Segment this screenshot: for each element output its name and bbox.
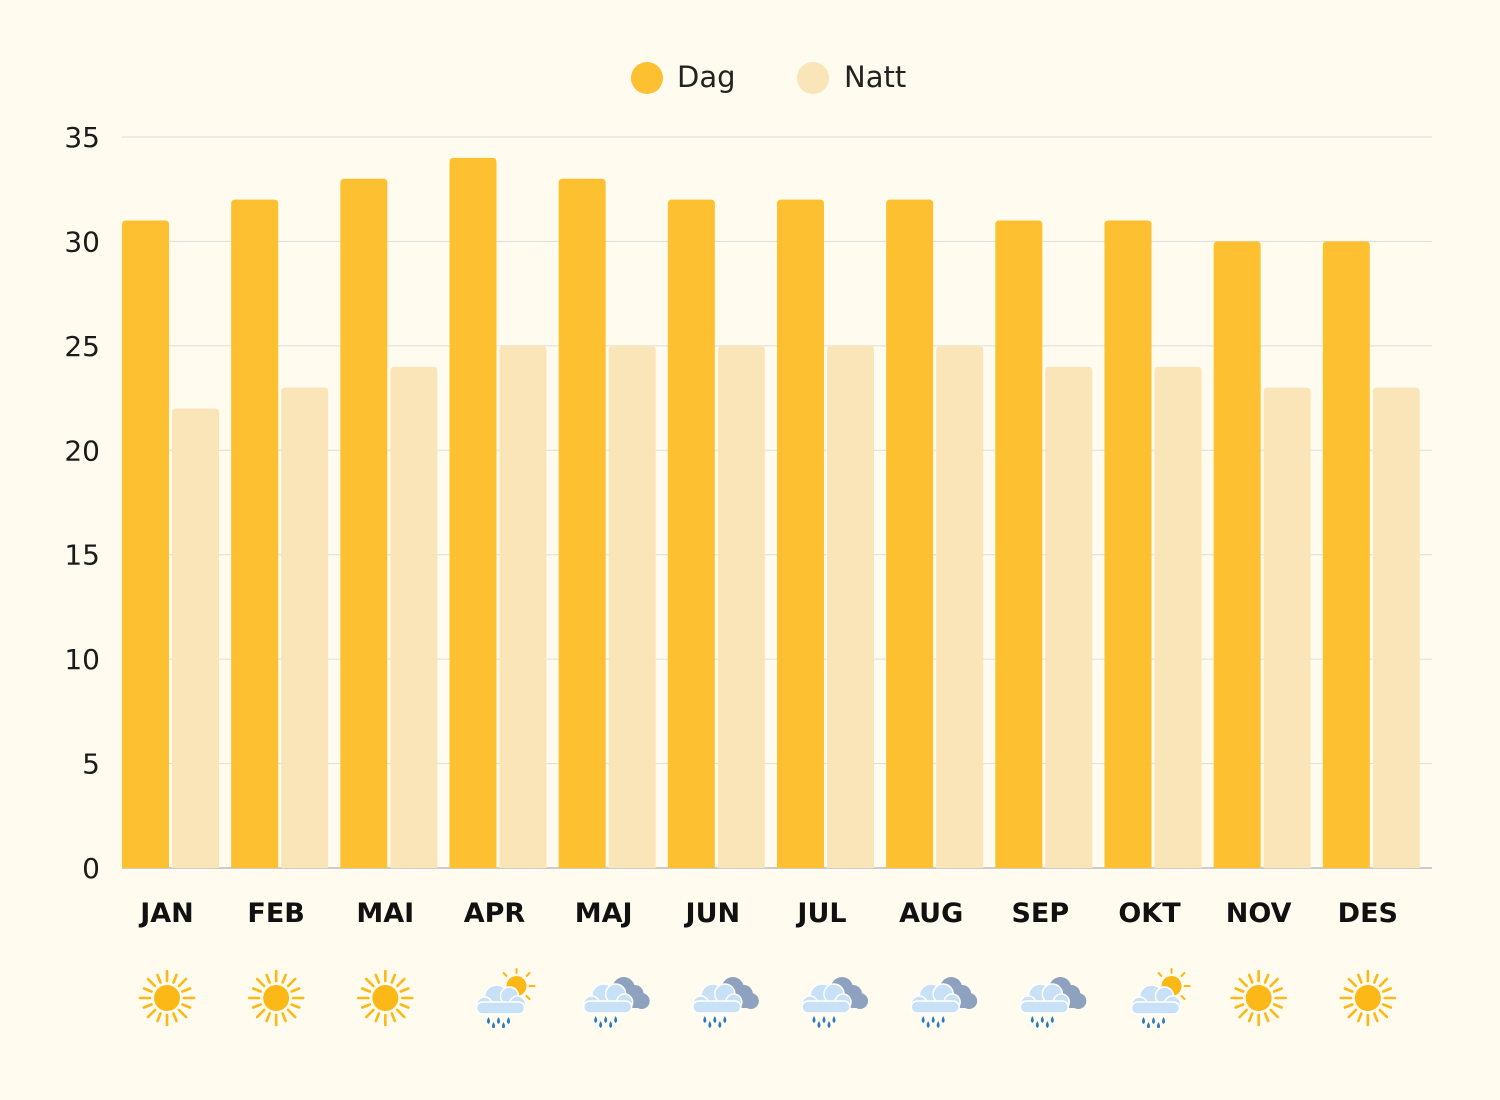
x-tick-label-sep: SEP — [1011, 898, 1069, 929]
x-tick-label-mai: MAI — [356, 898, 414, 929]
rain-sun-icon — [1130, 968, 1191, 1028]
bars — [122, 157, 1420, 869]
bar-natt-des — [1372, 387, 1420, 868]
y-axis: 0 5 10 15 20 25 30 35 — [64, 121, 100, 885]
legend-label-dag: Dag — [677, 60, 736, 94]
bar-natt-mai — [390, 366, 438, 868]
bar-dag-jan — [122, 220, 169, 869]
x-axis: JAN FEB MAI APR MAJ JUN JUL AUG SEP OKT NOV DES — [138, 898, 1398, 929]
bar-dag-apr — [449, 157, 497, 868]
y-tick-label: 35 — [64, 121, 100, 154]
x-tick-label-okt: OKT — [1118, 898, 1181, 929]
bar-natt-nov — [1263, 387, 1311, 868]
x-tick-label-feb: FEB — [247, 898, 304, 929]
legend-marker-dag — [631, 62, 663, 94]
rain-cloud-icon — [582, 976, 651, 1028]
bar-natt-jun — [717, 345, 765, 868]
legend-marker-natt — [797, 62, 829, 94]
sun-icon — [138, 969, 196, 1027]
bar-dag-jun — [667, 199, 715, 868]
x-tick-label-des: DES — [1338, 898, 1398, 929]
legend-label-natt: Natt — [844, 60, 906, 94]
x-tick-label-jul: JUL — [795, 898, 846, 929]
bar-dag-mai — [340, 178, 388, 868]
bar-natt-jul — [827, 345, 874, 868]
rain-cloud-icon — [910, 976, 978, 1028]
bar-natt-sep — [1045, 366, 1093, 868]
rain-cloud-icon — [1019, 976, 1088, 1028]
bar-natt-okt — [1154, 366, 1202, 868]
y-tick-label: 20 — [64, 434, 100, 467]
x-tick-label-apr: APR — [464, 898, 526, 929]
bar-dag-sep — [995, 220, 1043, 869]
x-tick-label-jun: JUN — [684, 898, 741, 929]
sun-icon — [357, 969, 414, 1027]
bar-natt-apr — [499, 345, 547, 868]
bar-natt-feb — [281, 387, 329, 868]
x-tick-label-nov: NOV — [1226, 898, 1292, 929]
bar-dag-okt — [1104, 220, 1152, 869]
legend: Dag Natt — [631, 60, 906, 94]
y-tick-label: 5 — [82, 748, 100, 781]
bar-natt-maj — [608, 345, 656, 868]
y-tick-label: 30 — [64, 225, 100, 258]
bar-natt-jan — [172, 408, 219, 868]
rain-cloud-icon — [692, 976, 760, 1028]
y-tick-label: 10 — [64, 643, 100, 676]
bar-dag-maj — [558, 178, 606, 868]
x-tick-label-maj: MAJ — [575, 898, 633, 929]
rain-cloud-icon — [801, 976, 869, 1028]
bar-dag-aug — [886, 199, 934, 868]
x-tick-label-aug: AUG — [899, 898, 963, 929]
bar-dag-des — [1322, 241, 1370, 868]
sun-icon — [1339, 969, 1397, 1027]
bar-dag-nov — [1213, 241, 1261, 868]
rain-sun-icon — [475, 968, 536, 1028]
bar-dag-jul — [777, 199, 824, 868]
y-tick-label: 0 — [82, 852, 100, 885]
x-tick-label-jan: JAN — [138, 898, 194, 929]
weather-icons — [138, 968, 1397, 1028]
sun-icon — [1230, 969, 1287, 1027]
bar-dag-feb — [231, 199, 279, 868]
y-tick-label: 25 — [64, 330, 100, 363]
sun-icon — [247, 969, 305, 1027]
y-tick-label: 15 — [64, 539, 100, 572]
bar-natt-aug — [936, 345, 984, 868]
